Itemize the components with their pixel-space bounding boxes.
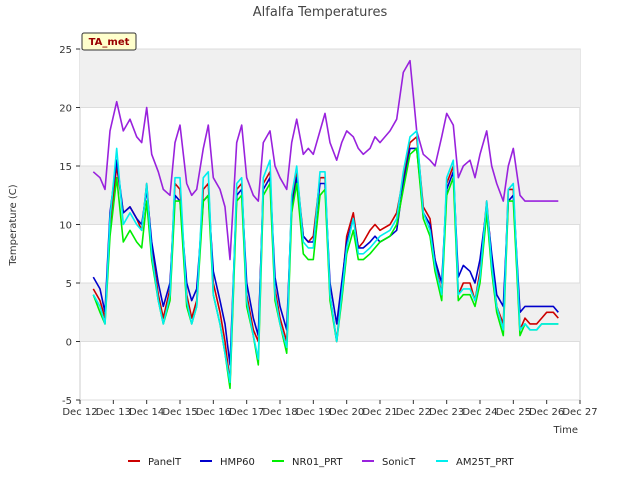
x-tick-label-0: Dec 12 [62,407,97,418]
x-tick-label-11: Dec 23 [429,407,464,418]
y-tick-label-4: 15 [59,162,72,173]
y-tick-label-5: 20 [59,104,72,115]
x-tick-label-3: Dec 15 [162,407,197,418]
y-tick-label-1: 0 [66,338,72,349]
x-tick-label-5: Dec 17 [229,407,264,418]
legend-label-panelt: PanelT [148,457,182,468]
y-axis-label: Temperature (C) [8,184,19,266]
plot-area [79,48,581,401]
x-tick-label-6: Dec 18 [262,407,297,418]
band-5 [80,49,580,108]
y-tick-label-0: -5 [62,396,72,407]
x-axis-label: Time [553,425,578,436]
badge-text: TA_met [89,37,130,48]
y-axis-ticks: -5 0 5 10 15 20 25 [59,45,80,407]
badge-box [81,32,137,51]
x-tick-label-10: Dec 22 [396,407,431,418]
x-tick-label-13: Dec 25 [496,407,531,418]
band-3 [80,166,580,225]
x-tick-label-9: Dec 21 [362,407,397,418]
series-lines [92,59,559,390]
legend-label-nr01-prt: NR01_PRT [292,457,343,468]
chart-title: Alfalfa Temperatures [253,5,388,20]
x-tick-label-12: Dec 24 [462,407,497,418]
x-tick-label-4: Dec 16 [196,407,231,418]
y-tick-label-2: 5 [66,279,72,290]
legend-label-am25t-prt: AM25T_PRT [456,457,515,468]
x-tick-label-2: Dec 14 [129,407,164,418]
y-tick-label-6: 25 [59,45,72,56]
series-line-am25t-prt [92,130,559,384]
y-tick-label-3: 10 [59,221,72,232]
legend: PanelT HMP60 NR01_PRT SonicT AM25T_PRT [128,457,515,468]
x-tick-label-7: Dec 19 [296,407,331,418]
legend-label-sonict: SonicT [382,457,416,468]
x-tick-label-8: Dec 20 [329,407,364,418]
x-tick-label-14: Dec 26 [529,407,564,418]
ta-met-badge: TA_met [81,32,137,51]
x-tick-label-15: Dec 27 [562,407,597,418]
legend-label-hmp60: HMP60 [220,457,255,468]
x-tick-label-1: Dec 13 [96,407,131,418]
series-line-sonict [92,59,559,261]
gridlines [80,48,580,401]
